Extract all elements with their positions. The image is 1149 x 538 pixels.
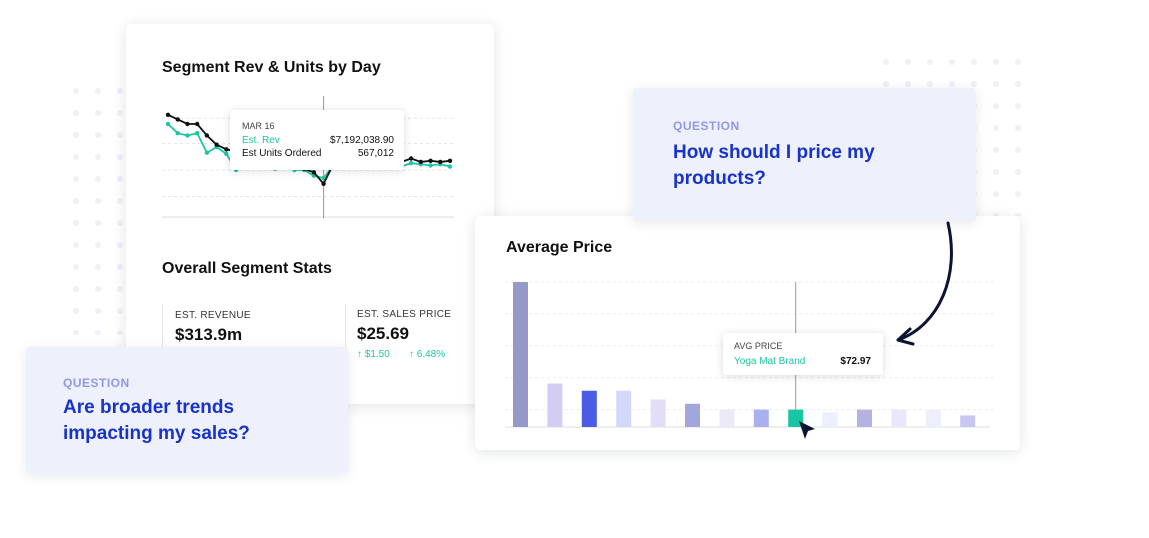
stat-price-value: $25.69 [357, 324, 409, 343]
data-point [165, 121, 171, 127]
data-point [204, 150, 210, 155]
rev-tooltip: MAR 16 Est. Rev $7,192,038.90 Est Units … [230, 110, 404, 170]
data-point [185, 133, 190, 138]
data-point [224, 151, 229, 157]
question-card-trends: QUESTION Are broader trends impacting my… [26, 347, 348, 474]
data-point [194, 121, 200, 127]
bar [581, 390, 597, 427]
bar [960, 415, 976, 427]
question-text: How should I price my products? [673, 142, 875, 189]
data-point [224, 147, 229, 152]
bar [753, 409, 769, 427]
question-label: QUESTION [63, 376, 130, 390]
data-point [447, 164, 453, 169]
segment-rev-title: Segment Rev & Units by Day [162, 59, 381, 76]
question-text: Are broader trends impacting my sales? [63, 397, 250, 444]
stat-price-change-pct: ↑ 6.48% [409, 349, 446, 360]
bar [513, 282, 528, 427]
price-tooltip-brand: Yoga Mat Brand [734, 356, 806, 367]
bar [925, 409, 941, 427]
tooltip-units-value: 567,012 [357, 148, 394, 159]
stat-price-label: EST. SALES PRICE [357, 309, 452, 320]
data-point [321, 175, 326, 181]
price-tooltip-value: $72.97 [840, 356, 871, 367]
price-tooltip: AVG PRICE Yoga Mat Brand $72.97 [723, 333, 883, 375]
tooltip-rev-label: Est. Rev [242, 135, 280, 146]
data-point [194, 131, 200, 136]
data-point [447, 158, 453, 163]
average-price-title: Average Price [506, 239, 613, 256]
average-price-card: Average Price AVG PRICE Yoga Mat Brand $… [475, 216, 1020, 450]
stat-price-change-abs: ↑ $1.50 [357, 349, 390, 360]
data-point [165, 112, 171, 117]
average-price-bar-chart [505, 281, 995, 428]
tooltip-date: MAR 16 [242, 121, 275, 131]
data-point [418, 159, 424, 165]
price-tooltip-label: AVG PRICE [734, 341, 783, 351]
bar [616, 390, 632, 427]
segment-rev-card: Segment Rev & Units by Day MAR 16 Est. R… [126, 24, 494, 404]
stat-revenue: EST. REVENUE $313.9m [162, 304, 333, 374]
stat-revenue-label: EST. REVENUE [175, 310, 251, 321]
bar [685, 403, 700, 427]
data-point [175, 117, 180, 122]
overall-stats-title: Overall Segment Stats [162, 260, 332, 277]
bar [788, 409, 804, 427]
bar [650, 399, 666, 427]
bar [857, 409, 872, 427]
bar [547, 383, 563, 427]
data-point [428, 163, 433, 168]
data-point [408, 156, 414, 161]
mouse-cursor-icon [799, 421, 815, 439]
data-point [321, 181, 326, 186]
data-point [311, 170, 317, 175]
bar [822, 412, 838, 427]
stat-sales-price: EST. SALES PRICE $25.69 ↑ $1.50 ↑ 6.48% [345, 304, 486, 374]
data-point [428, 158, 433, 163]
data-point [408, 160, 414, 166]
data-point [185, 121, 190, 127]
question-card-pricing: QUESTION How should I price my products? [633, 88, 976, 221]
data-point [175, 131, 180, 136]
tooltip-rev-value: $7,192,038.90 [330, 135, 394, 146]
stat-revenue-value: $313.9m [175, 325, 243, 344]
bar [891, 409, 907, 427]
data-point [214, 142, 219, 147]
data-point [438, 159, 443, 165]
tooltip-units-label: Est Units Ordered [242, 148, 322, 159]
curved-arrow-icon [896, 221, 953, 346]
data-point [204, 133, 210, 138]
question-label: QUESTION [673, 119, 740, 133]
bar [719, 409, 735, 427]
